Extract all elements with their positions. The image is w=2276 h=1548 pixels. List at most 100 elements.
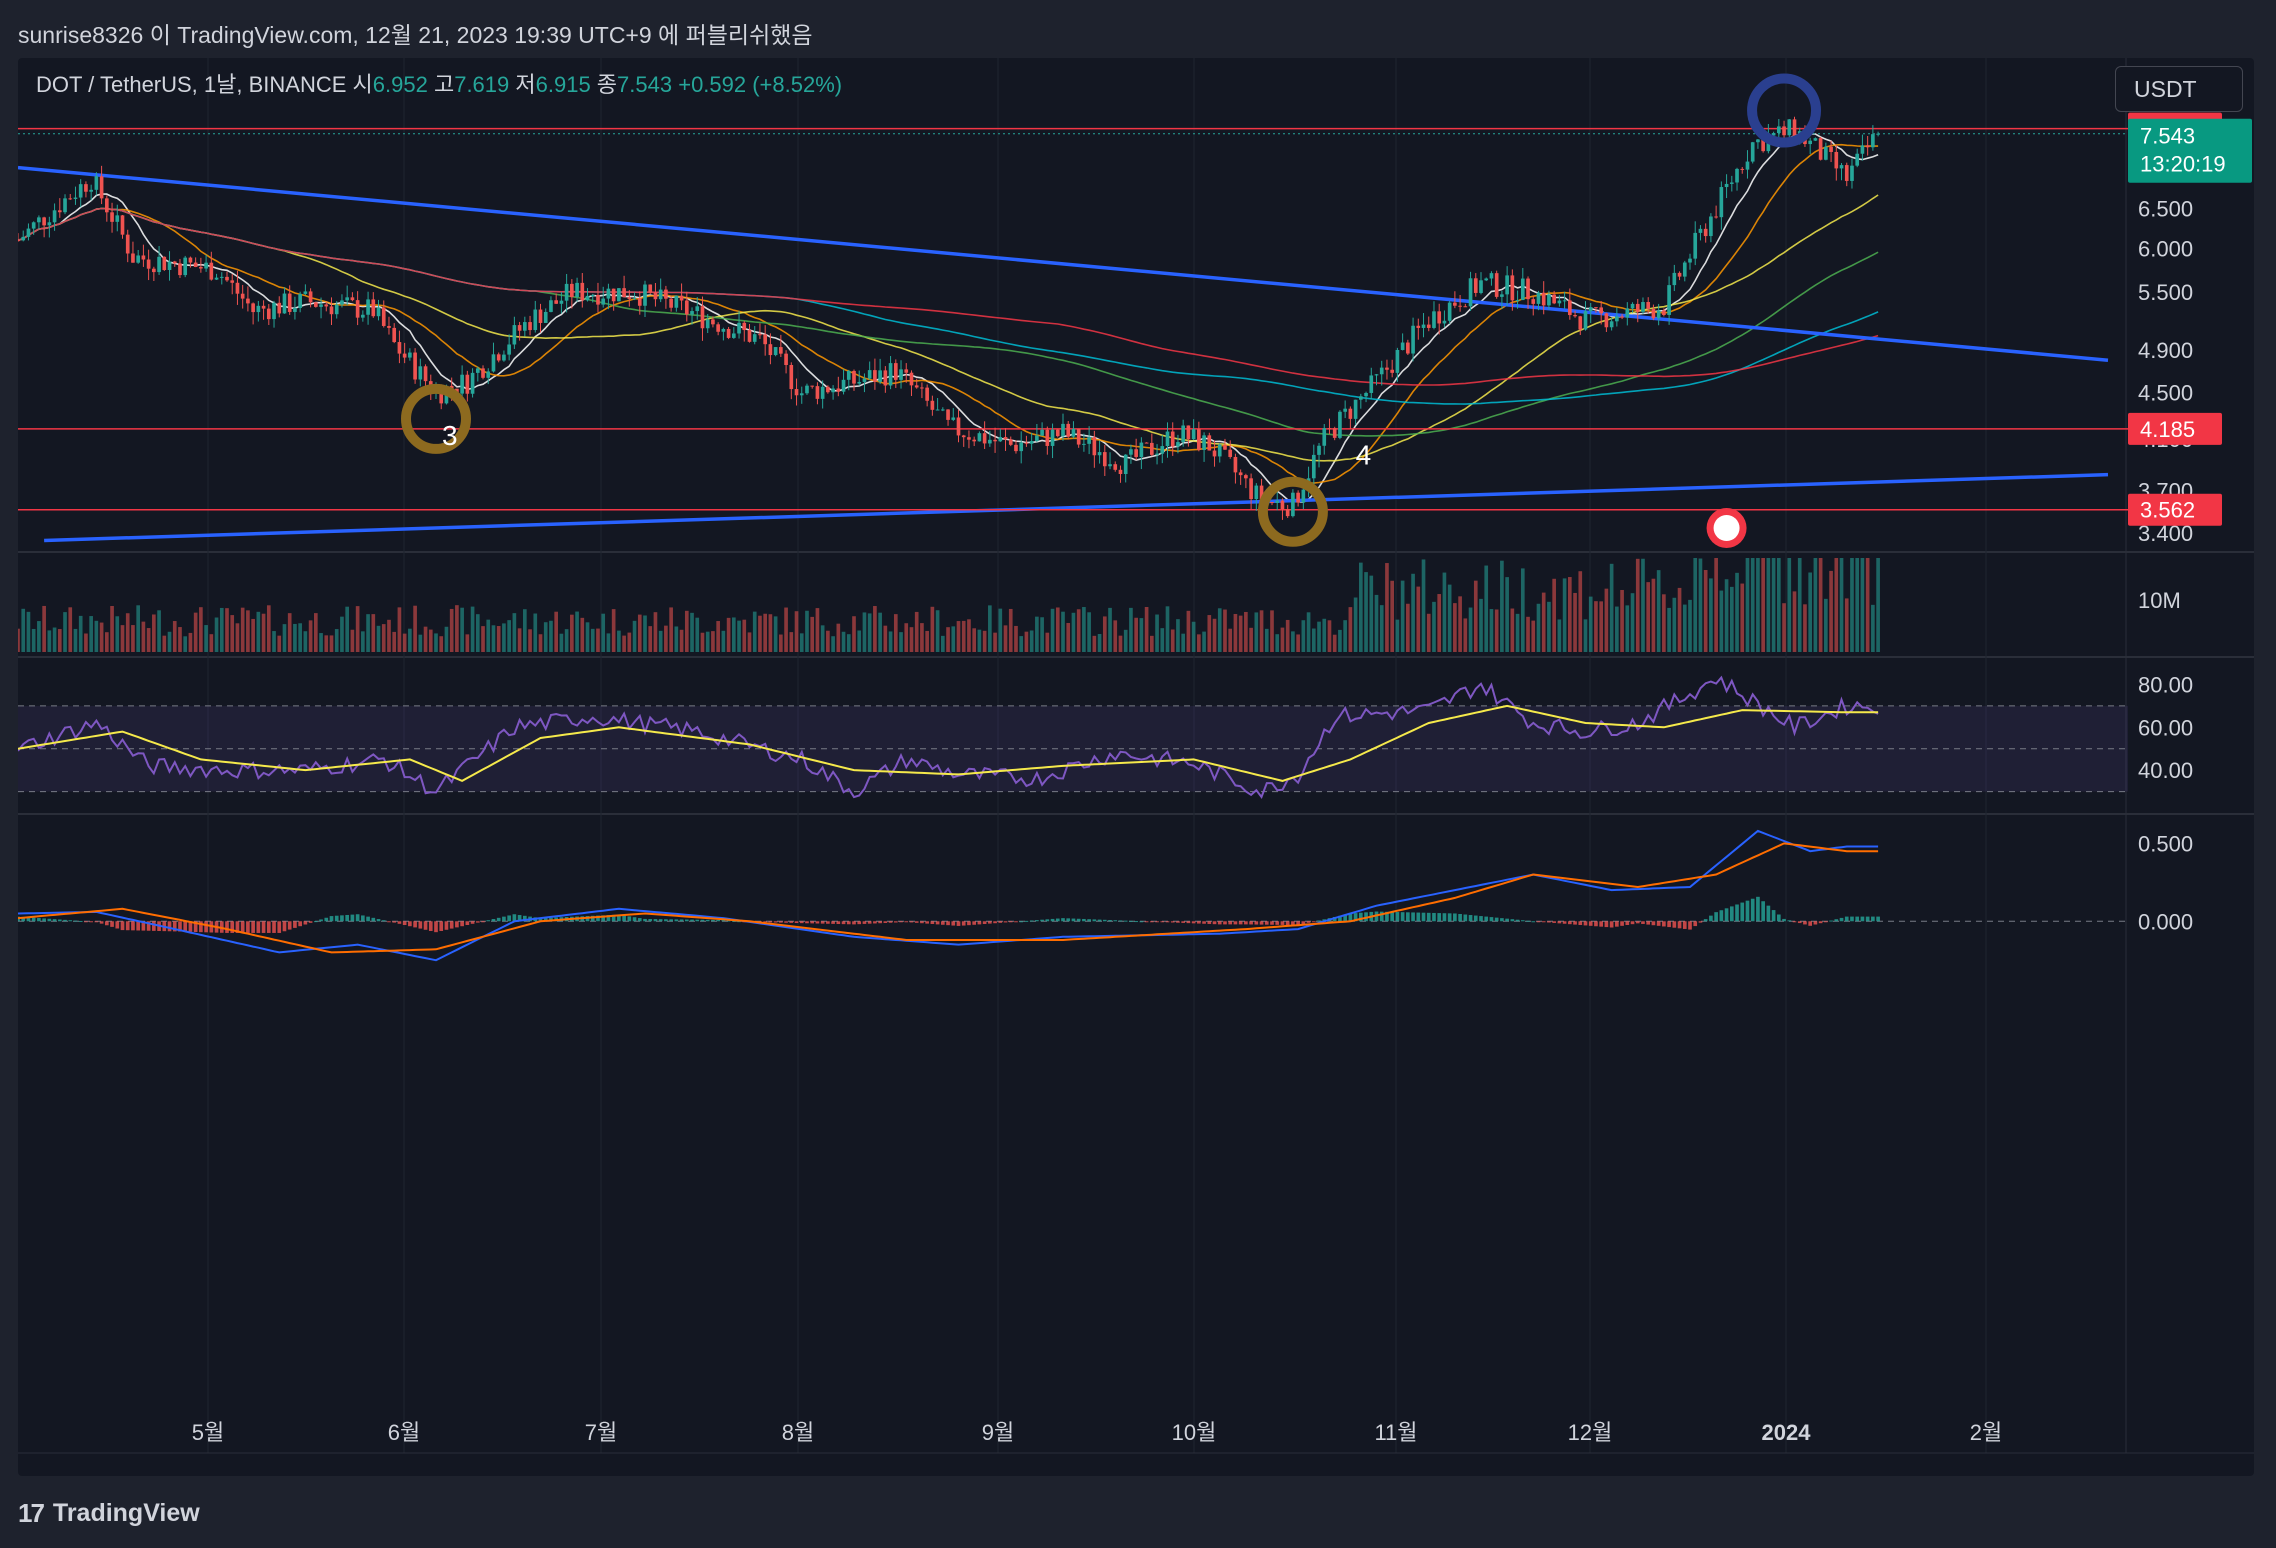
volume-bar	[731, 617, 736, 652]
candle	[1515, 300, 1520, 302]
macd-histogram-bar	[622, 915, 626, 922]
macd-histogram-bar	[1071, 918, 1076, 922]
volume-bar	[841, 631, 846, 652]
candle	[925, 387, 929, 401]
candles	[18, 116, 1880, 520]
volume-bar	[1588, 596, 1593, 652]
volume-bar	[643, 615, 647, 652]
candle	[1829, 146, 1833, 152]
macd-histogram-bar	[1014, 921, 1018, 923]
volume-bar	[967, 619, 971, 652]
macd-histogram-bar	[1531, 921, 1536, 923]
candle	[486, 371, 491, 378]
macd-histogram-bar	[1395, 912, 1400, 922]
candle	[47, 222, 52, 226]
volume-bar	[1338, 629, 1342, 652]
candle	[622, 288, 626, 298]
candle	[726, 328, 731, 338]
macd-histogram-bar	[1672, 921, 1677, 928]
candle	[1249, 478, 1253, 500]
macd-histogram-bar	[846, 921, 851, 925]
macd-histogram-bar	[287, 921, 292, 930]
macd-histogram-bar	[1646, 921, 1651, 925]
macd-histogram-bar	[1019, 921, 1024, 923]
candle	[1865, 145, 1870, 148]
candle	[146, 259, 151, 269]
candle	[1385, 367, 1389, 370]
price-tag-value: 7.543	[2140, 124, 2195, 149]
macd-histogram-bar	[1463, 914, 1468, 922]
volume-bar	[1567, 577, 1572, 652]
chart-canvas[interactable]: 6.5006.0005.5004.9004.5004.1003.7003.400…	[18, 58, 2254, 1476]
candle	[423, 366, 428, 382]
candle	[188, 257, 193, 263]
macd-histogram-bar	[1803, 921, 1807, 925]
macd-histogram-bar	[392, 921, 397, 923]
macd-histogram-bar	[763, 921, 768, 923]
macd-histogram-bar	[1061, 918, 1065, 922]
macd-histogram-bar	[282, 921, 287, 932]
macd-histogram-bar	[1244, 921, 1248, 925]
volume-bar	[183, 636, 188, 652]
volume-bar	[852, 616, 856, 652]
macd-histogram-bar	[204, 921, 208, 933]
macd-histogram-bar	[1771, 910, 1776, 922]
candle	[1170, 431, 1175, 447]
macd-histogram-bar	[731, 920, 736, 922]
volume-bar	[157, 610, 161, 652]
volume-bar	[308, 620, 313, 652]
volume-bar	[1646, 582, 1651, 652]
macd-histogram-bar	[350, 914, 355, 922]
macd-histogram-bar	[920, 921, 924, 924]
candle	[1552, 294, 1556, 304]
macd-histogram-bar	[1562, 921, 1567, 924]
volume-bar	[1437, 594, 1442, 652]
candle	[1615, 316, 1619, 322]
macd-histogram-bar	[711, 919, 715, 922]
volume-bar	[209, 634, 214, 652]
candle	[1526, 278, 1530, 300]
macd-histogram-bar	[1270, 921, 1274, 925]
candle	[1808, 140, 1813, 145]
candle	[1019, 442, 1024, 452]
chart-area[interactable]: 6.5006.0005.5004.9004.5004.1003.7003.400…	[18, 58, 2254, 1476]
macd-histogram-bar	[893, 921, 898, 923]
candle	[967, 437, 971, 440]
candle	[1160, 446, 1165, 454]
volume-bar	[1155, 614, 1159, 652]
currency-button[interactable]: USDT	[2115, 66, 2243, 112]
candle	[115, 215, 120, 222]
candle	[31, 222, 36, 229]
candle	[167, 261, 172, 270]
volume-bar	[669, 607, 673, 652]
candle	[1144, 442, 1149, 444]
macd-histogram-bar	[810, 921, 815, 924]
macd-histogram-bar	[1285, 921, 1290, 926]
macd-histogram-bar	[998, 921, 1003, 923]
macd-histogram-bar	[601, 915, 606, 922]
macd-histogram-bar	[1797, 921, 1802, 924]
annotation-label: 3	[442, 420, 458, 451]
footer-brand[interactable]: 17 TradingView	[18, 1498, 200, 1529]
price-tick-label: 4.900	[2138, 338, 2193, 363]
volume-bar	[1625, 605, 1630, 652]
candle	[371, 299, 376, 317]
candle	[940, 409, 945, 411]
macd-histogram-bar	[1808, 921, 1813, 926]
macd-histogram-bar	[517, 915, 522, 922]
candle	[1776, 126, 1781, 134]
candle	[977, 433, 982, 442]
candle	[773, 347, 778, 356]
volume-bar	[914, 611, 919, 652]
candle	[1813, 138, 1818, 141]
volume-bar	[1526, 616, 1530, 652]
volume-bar	[1839, 558, 1844, 652]
candle	[1646, 302, 1651, 309]
candle	[1369, 375, 1374, 393]
volume-bar	[246, 610, 250, 652]
volume-bar	[1782, 603, 1786, 652]
volume-bar	[794, 611, 799, 652]
candle	[674, 295, 679, 308]
candle	[1656, 310, 1661, 319]
macd-histogram-bar	[1578, 921, 1583, 926]
